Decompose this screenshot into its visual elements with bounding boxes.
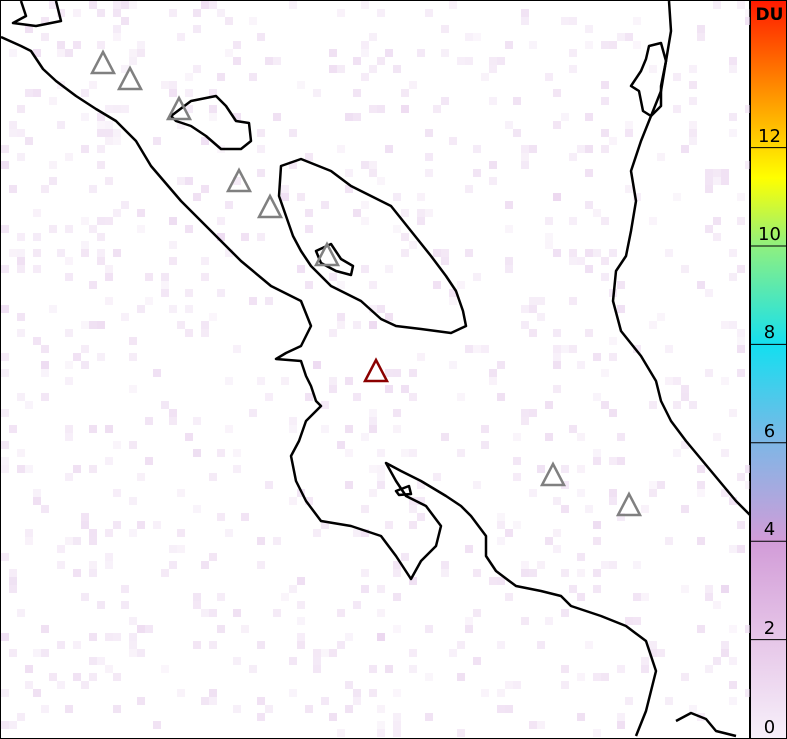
volcano-marker xyxy=(89,49,117,75)
volcano-marker xyxy=(313,241,341,267)
lake-managua xyxy=(169,94,253,151)
map-canvas xyxy=(0,0,753,738)
volcano-marker xyxy=(256,193,284,219)
pacific-coastline xyxy=(0,35,658,737)
caribbean-coastline xyxy=(611,0,752,517)
colorbar-tick-label: 12 xyxy=(758,125,781,147)
volcano-marker xyxy=(539,461,567,487)
map-panel xyxy=(0,0,753,739)
gulf-nicoya-island xyxy=(394,484,413,497)
volcano-marker xyxy=(165,95,193,121)
colorbar-tick-label: 4 xyxy=(763,519,776,541)
colorbar-gradient xyxy=(751,1,786,738)
volcano-marker xyxy=(615,491,643,517)
colorbar-fill xyxy=(751,1,786,738)
colorbar-tick-label: 6 xyxy=(763,420,776,442)
se-coast xyxy=(675,711,737,738)
caribbean-lagoon xyxy=(629,41,668,118)
colorbar-unit-label: DU xyxy=(755,5,784,25)
colorbar-tick-label: 2 xyxy=(763,617,776,639)
colorbar-tick-label: 10 xyxy=(758,224,781,245)
volcano-marker xyxy=(225,167,253,193)
so2-pixels xyxy=(1,1,753,737)
north-coast xyxy=(11,0,63,28)
active-volcano-marker xyxy=(362,357,390,383)
colorbar-tick-label: 8 xyxy=(763,322,776,344)
volcano-marker xyxy=(116,65,144,91)
colorbar: DU 0 2 4 6 8 10 12 xyxy=(750,0,787,739)
colorbar-tick-label: 0 xyxy=(763,717,776,738)
lake-nicaragua xyxy=(277,157,468,335)
volcano-markers xyxy=(89,49,643,517)
